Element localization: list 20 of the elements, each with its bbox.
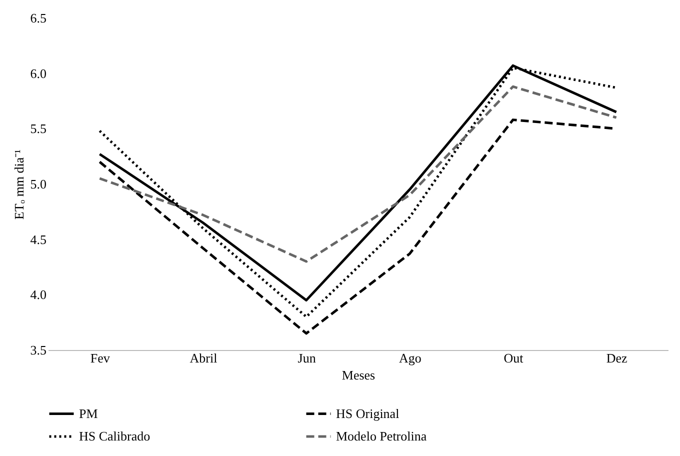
x-tick-label: Abril — [190, 350, 218, 366]
legend-label: PM — [79, 406, 98, 421]
y-axis-title: ETₒ mm dia⁻¹ — [11, 149, 26, 220]
x-tick-label: Jun — [298, 350, 316, 366]
legend-label: HS Calibrado — [79, 428, 150, 444]
x-tick-label: Ago — [398, 350, 422, 366]
legend-label: HS Original — [336, 406, 400, 421]
y-tick-label: 6.0 — [30, 66, 46, 81]
y-tick-label: 6.5 — [30, 10, 46, 26]
x-tick-label: Out — [504, 350, 524, 366]
y-tick-label: 5.0 — [30, 176, 46, 192]
x-tick-label: Dez — [606, 350, 628, 366]
y-tick-label: 4.0 — [30, 287, 46, 302]
y-tick-label: 4.5 — [30, 232, 46, 247]
x-tick-label: Fev — [90, 350, 110, 366]
y-tick-label: 5.5 — [30, 121, 46, 136]
x-axis-title: Meses — [342, 368, 376, 382]
y-tick-label: 3.5 — [30, 342, 46, 358]
line-series — [98, 85, 618, 263]
legend-label: Modelo Petrolina — [336, 428, 427, 444]
